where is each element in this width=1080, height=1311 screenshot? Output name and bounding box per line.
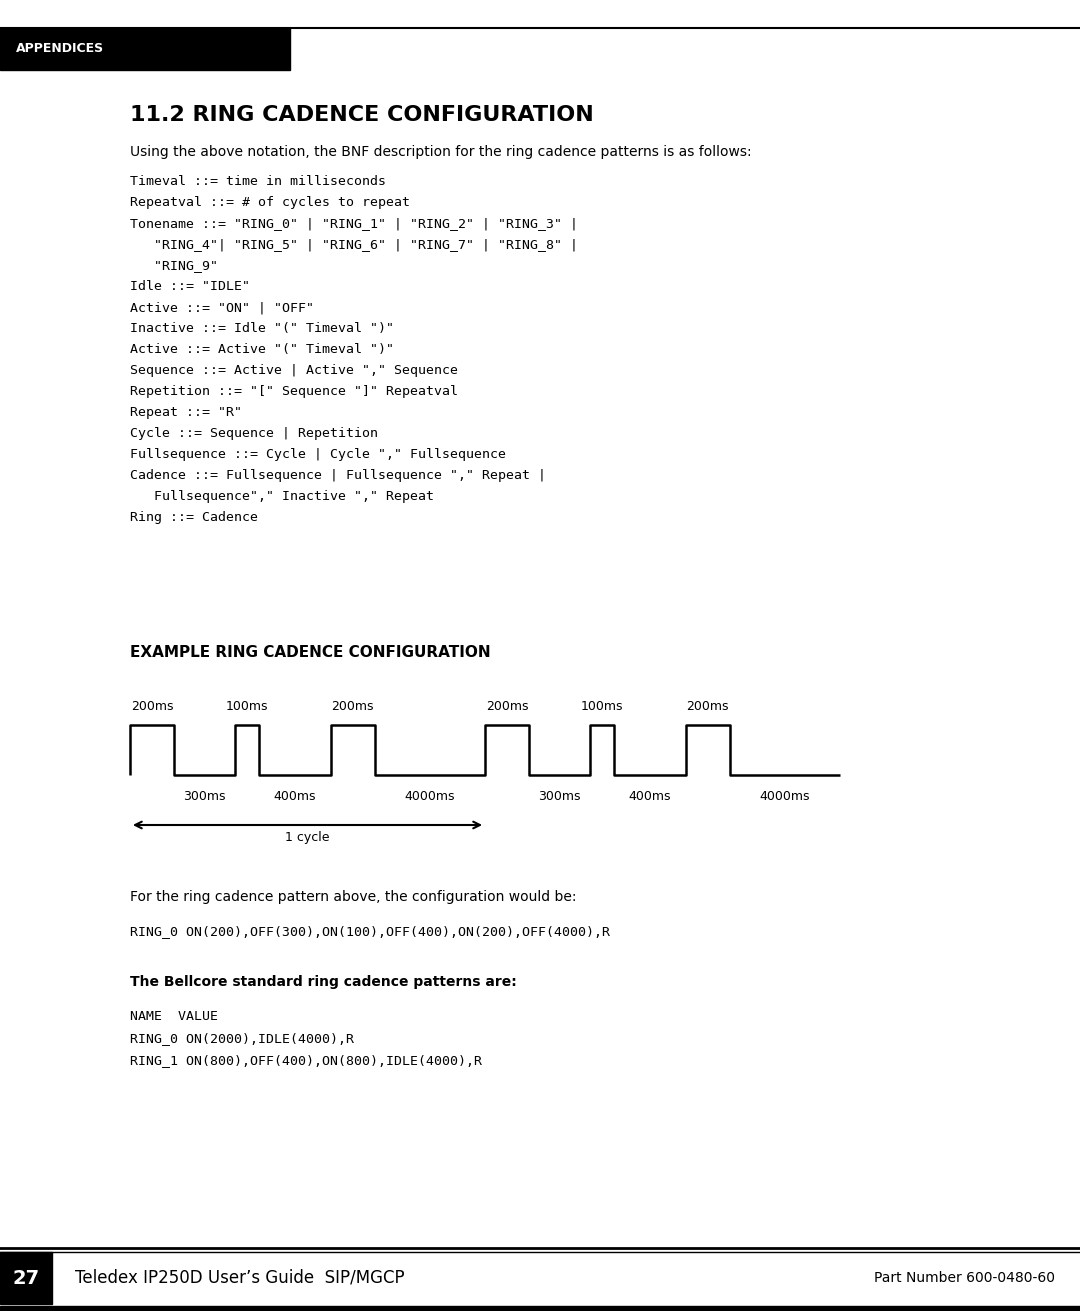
Text: 27: 27 [13,1269,40,1287]
Text: Idle ::= "IDLE": Idle ::= "IDLE" [130,281,249,292]
Text: Repetition ::= "[" Sequence "]" Repeatval: Repetition ::= "[" Sequence "]" Repeatva… [130,385,458,399]
Text: Cycle ::= Sequence | Repetition: Cycle ::= Sequence | Repetition [130,427,378,440]
Bar [0,1252,52,1304]
Text: "RING_9": "RING_9" [130,260,218,271]
Text: 200ms: 200ms [486,700,528,713]
Text: The Bellcore standard ring cadence patterns are:: The Bellcore standard ring cadence patte… [130,975,516,988]
Text: 4000ms: 4000ms [759,791,810,804]
Bar [0,1252,1080,1311]
Text: 400ms: 400ms [273,791,316,804]
Text: 1 cycle: 1 cycle [285,831,329,844]
Text: EXAMPLE RING CADENCE CONFIGURATION: EXAMPLE RING CADENCE CONFIGURATION [130,645,490,659]
Text: 400ms: 400ms [629,791,671,804]
Text: 200ms: 200ms [687,700,729,713]
Text: Repeat ::= "R": Repeat ::= "R" [130,406,242,420]
Text: Timeval ::= time in milliseconds: Timeval ::= time in milliseconds [130,174,386,187]
Text: Sequence ::= Active | Active "," Sequence: Sequence ::= Active | Active "," Sequenc… [130,364,458,378]
Text: For the ring cadence pattern above, the configuration would be:: For the ring cadence pattern above, the … [130,890,577,905]
Text: RING_1 ON(800),OFF(400),ON(800),IDLE(4000),R: RING_1 ON(800),OFF(400),ON(800),IDLE(400… [130,1054,482,1067]
Text: 300ms: 300ms [538,791,581,804]
Text: 4000ms: 4000ms [405,791,455,804]
Text: NAME  VALUE: NAME VALUE [130,1009,218,1023]
Text: Fullsequence"," Inactive "," Repeat: Fullsequence"," Inactive "," Repeat [130,490,434,503]
Text: Inactive ::= Idle "(" Timeval ")": Inactive ::= Idle "(" Timeval ")" [130,323,394,336]
Text: RING_0 ON(2000),IDLE(4000),R: RING_0 ON(2000),IDLE(4000),R [130,1032,354,1045]
Text: 200ms: 200ms [131,700,173,713]
Text: APPENDICES: APPENDICES [16,42,104,55]
Text: "RING_4"| "RING_5" | "RING_6" | "RING_7" | "RING_8" |: "RING_4"| "RING_5" | "RING_6" | "RING_7"… [130,239,578,250]
Text: Using the above notation, the BNF description for the ring cadence patterns is a: Using the above notation, the BNF descri… [130,146,752,159]
Text: 300ms: 300ms [184,791,226,804]
Text: 11.2 RING CADENCE CONFIGURATION: 11.2 RING CADENCE CONFIGURATION [130,105,594,125]
Text: Cadence ::= Fullsequence | Fullsequence "," Repeat |: Cadence ::= Fullsequence | Fullsequence … [130,469,546,482]
Bar [0,28,291,69]
Text: Teledex IP250D User’s Guide  SIP/MGCP: Teledex IP250D User’s Guide SIP/MGCP [75,1269,405,1287]
Text: Fullsequence ::= Cycle | Cycle "," Fullsequence: Fullsequence ::= Cycle | Cycle "," Fulls… [130,448,507,461]
Text: 100ms: 100ms [226,700,268,713]
Text: Ring ::= Cadence: Ring ::= Cadence [130,511,258,524]
Text: Repeatval ::= # of cycles to repeat: Repeatval ::= # of cycles to repeat [130,197,410,208]
Text: Part Number 600-0480-60: Part Number 600-0480-60 [874,1270,1055,1285]
Text: Tonename ::= "RING_0" | "RING_1" | "RING_2" | "RING_3" |: Tonename ::= "RING_0" | "RING_1" | "RING… [130,218,578,229]
Text: 200ms: 200ms [332,700,374,713]
Text: Active ::= Active "(" Timeval ")": Active ::= Active "(" Timeval ")" [130,343,394,357]
Text: 100ms: 100ms [581,700,623,713]
Text: Active ::= "ON" | "OFF": Active ::= "ON" | "OFF" [130,302,314,315]
Text: RING_0 ON(200),OFF(300),ON(100),OFF(400),ON(200),OFF(4000),R: RING_0 ON(200),OFF(300),ON(100),OFF(400)… [130,926,610,937]
Bar [0,1306,1080,1311]
